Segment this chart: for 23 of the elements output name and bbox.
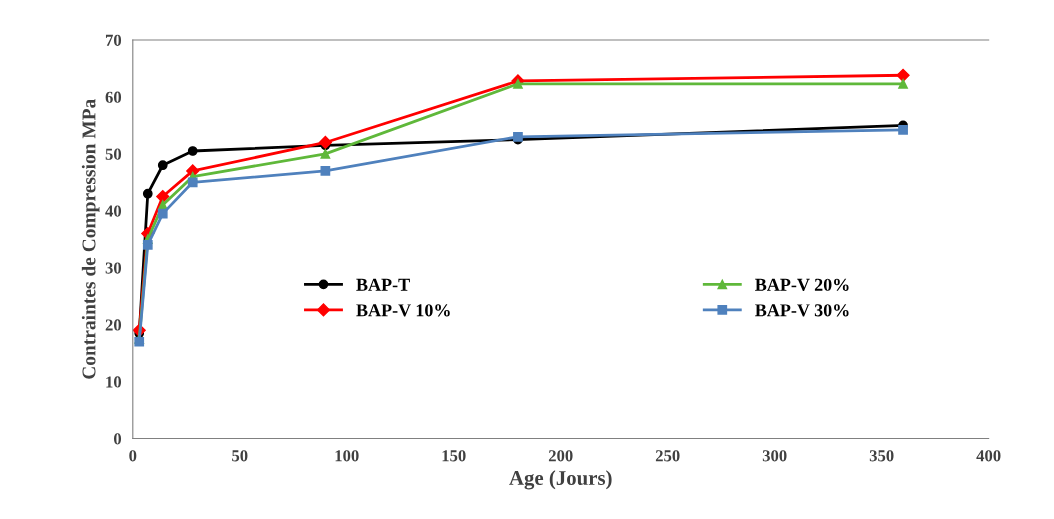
x-tick-label: 200	[548, 450, 573, 462]
y-tick-label: 20	[105, 319, 122, 331]
x-axis-title: Age (Jours)	[509, 470, 612, 490]
x-tick-label: 100	[335, 450, 359, 462]
x-tick-label: 150	[442, 450, 466, 462]
x-tick-label: 250	[655, 450, 680, 462]
y-tick-label: 10	[106, 376, 122, 388]
y-tick-label: 30	[105, 262, 122, 274]
x-tick-label: 400	[976, 450, 1001, 462]
y-axis-title: Contraintes de Compression MPa	[81, 99, 100, 379]
y-tick-label: 60	[105, 91, 122, 103]
x-tick-label: 350	[869, 450, 894, 462]
x-tick-label: 300	[762, 450, 787, 462]
legend-label: BAP-T	[356, 278, 410, 291]
legend-label: BAP-V 10%	[356, 304, 450, 317]
y-tick-label: 40	[105, 205, 122, 217]
y-tick-label: 0	[113, 433, 122, 445]
y-tick-label: 70	[105, 34, 122, 46]
x-tick-label: 50	[232, 450, 248, 462]
legend-label: BAP-V 20%	[755, 278, 849, 291]
x-tick-label: 0	[129, 450, 137, 462]
y-tick-label: 50	[105, 148, 122, 160]
legend-label: BAP-V 30%	[755, 304, 849, 317]
